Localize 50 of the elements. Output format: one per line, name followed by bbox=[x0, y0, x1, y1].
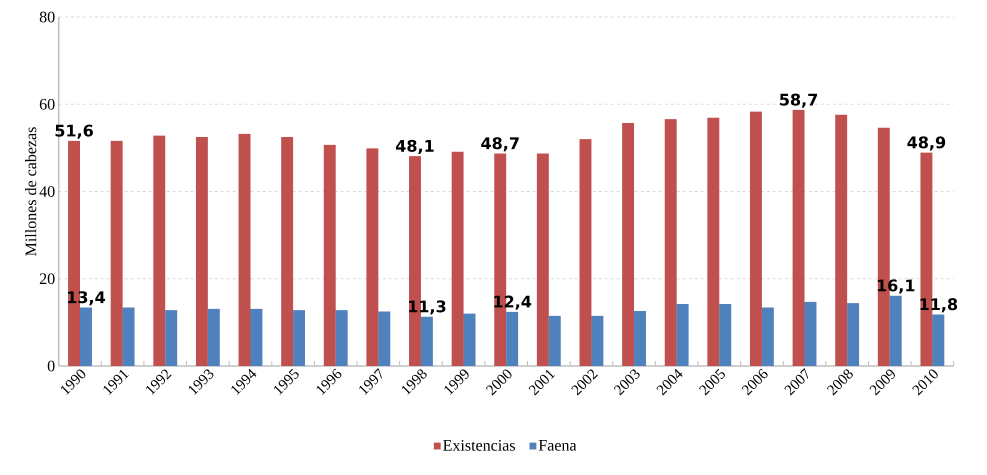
legend-label: Existencias bbox=[443, 440, 515, 451]
bar bbox=[792, 110, 805, 366]
bar bbox=[122, 308, 135, 366]
bar bbox=[719, 304, 732, 366]
bar bbox=[750, 112, 762, 366]
bar bbox=[634, 311, 646, 366]
bar bbox=[835, 114, 848, 366]
bar bbox=[536, 154, 549, 366]
bar bbox=[196, 136, 208, 366]
bar bbox=[238, 134, 250, 366]
bar bbox=[452, 152, 464, 366]
bar bbox=[847, 303, 860, 366]
bar bbox=[336, 310, 348, 366]
bar bbox=[804, 302, 816, 366]
bar bbox=[932, 314, 944, 366]
bar bbox=[591, 316, 604, 366]
y-tick-label: 60 bbox=[40, 98, 55, 110]
bar bbox=[420, 316, 433, 366]
data-label: 48,9 bbox=[907, 136, 946, 150]
bar bbox=[208, 308, 220, 366]
bar bbox=[676, 304, 689, 366]
bar bbox=[707, 118, 720, 366]
bar bbox=[378, 311, 390, 366]
data-label: 48,7 bbox=[481, 137, 519, 152]
data-label: 48,1 bbox=[396, 140, 434, 154]
bar bbox=[293, 310, 306, 366]
bar bbox=[890, 296, 902, 366]
bar bbox=[324, 144, 336, 366]
bar bbox=[580, 139, 592, 366]
y-tick-label: 40 bbox=[39, 186, 55, 197]
bar bbox=[664, 119, 677, 366]
y-tick-label: 0 bbox=[48, 360, 55, 372]
bar bbox=[464, 314, 476, 366]
y-axis-title: Millones de cabezas bbox=[25, 127, 36, 256]
bar bbox=[548, 316, 561, 366]
bar bbox=[110, 140, 123, 366]
bar bbox=[153, 136, 166, 366]
bar bbox=[250, 308, 262, 366]
y-tick-label: 80 bbox=[40, 12, 55, 22]
bar bbox=[80, 308, 92, 366]
bar bbox=[762, 308, 774, 366]
legend-label: Faena bbox=[538, 440, 576, 451]
bar bbox=[506, 312, 518, 366]
data-label: 51,6 bbox=[56, 124, 93, 139]
bar bbox=[281, 136, 294, 366]
bar bbox=[366, 148, 378, 366]
bar bbox=[165, 310, 178, 366]
data-label: 58,7 bbox=[780, 94, 818, 108]
bar bbox=[622, 123, 634, 366]
y-tick-label: 20 bbox=[40, 273, 55, 284]
